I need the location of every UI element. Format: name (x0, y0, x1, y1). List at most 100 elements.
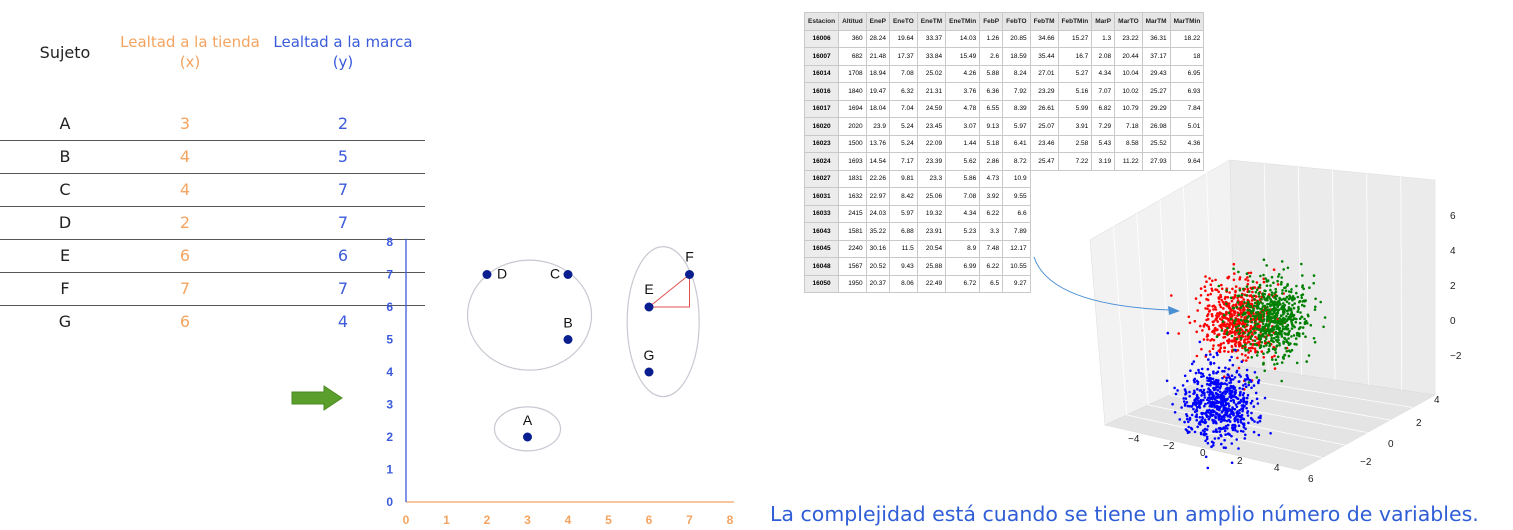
data-point (1229, 296, 1233, 300)
data-point (1243, 308, 1246, 311)
data-point (1200, 375, 1203, 378)
data-point (1300, 303, 1304, 307)
data-point (1234, 428, 1237, 432)
data-point (1206, 313, 1210, 316)
data-point (1237, 424, 1241, 428)
data-point (1241, 325, 1245, 328)
data-point (1258, 324, 1262, 327)
data-point (1210, 414, 1214, 418)
data-point (1192, 379, 1196, 382)
data-point (1190, 427, 1194, 431)
data-point (1246, 374, 1249, 378)
data-point (1290, 335, 1293, 338)
table-row: 16016 1840 19.47 6.32 21.31 3.76 6.36 7.92 23.29… (803, 82, 1205, 101)
data-point (1236, 349, 1240, 352)
table-cell: 6.41 (1002, 134, 1031, 153)
data-point (1269, 288, 1272, 292)
table-cell: 5.18 (979, 134, 1004, 153)
data-point (1233, 391, 1237, 395)
data-point (1303, 317, 1306, 321)
data-point (1218, 303, 1222, 306)
data-point (1286, 312, 1290, 315)
data-point (1262, 318, 1266, 321)
data-point (1252, 430, 1256, 434)
data-point (1255, 288, 1259, 291)
table-cell: 5.86 (945, 169, 981, 188)
y-tick-label: 7 (386, 268, 393, 282)
data-point (1227, 302, 1231, 305)
data-point (1265, 344, 1268, 347)
table-row: 16050 1950 20.37 8.06 22.49 6.72 6.5 9.27 (803, 274, 1204, 293)
data-point (1257, 306, 1260, 309)
data-point (1254, 349, 1257, 353)
data-point (1240, 353, 1244, 356)
data-point (1269, 316, 1273, 319)
data-point (1256, 351, 1259, 354)
table-cell: 8.72 (1002, 152, 1031, 171)
x-tick-label: 0 (403, 513, 410, 527)
x-tick-label: 6 (1308, 474, 1314, 485)
data-point (1254, 295, 1258, 298)
data-point (1243, 339, 1246, 342)
table-cell: 10.79 (1114, 99, 1143, 118)
y-tick-label: 3 (386, 398, 393, 412)
data-point (1287, 317, 1291, 320)
data-point (1194, 371, 1198, 375)
table-cell: 7.18 (1114, 117, 1143, 136)
table-cell: 1693 (838, 152, 867, 171)
data-point (1307, 354, 1311, 357)
data-point (1246, 410, 1250, 413)
data-point (1313, 340, 1317, 344)
data-point (1252, 405, 1256, 408)
table-cell: 28.24 (865, 29, 890, 48)
data-point (1273, 303, 1277, 307)
data-point (1313, 308, 1317, 311)
data-point (1260, 341, 1264, 344)
data-point (1212, 441, 1215, 445)
cell-x: 4 (179, 147, 191, 166)
data-point (1203, 404, 1206, 408)
cell-y: 7 (337, 213, 349, 232)
y-tick-label: 2 (386, 430, 393, 444)
data-point (1298, 321, 1302, 325)
table-cell: 27.93 (1141, 152, 1171, 171)
data-point (1284, 346, 1287, 350)
table-cell: 360 (838, 29, 867, 48)
data-point (1235, 405, 1239, 409)
data-point (1280, 318, 1283, 322)
data-point (1196, 380, 1200, 384)
data-point (1238, 288, 1242, 292)
data-point (1256, 310, 1260, 314)
data-point (1270, 299, 1273, 303)
data-point (1256, 380, 1260, 384)
data-point (1180, 406, 1183, 409)
table-cell: 6.6 (1002, 204, 1031, 223)
data-point (1227, 407, 1230, 410)
data-point (1246, 287, 1250, 291)
point-label: D (497, 266, 507, 282)
data-point (1188, 390, 1191, 394)
data-point (1234, 395, 1238, 399)
table-cell: 6.72 (945, 274, 981, 293)
data-point (1246, 338, 1249, 341)
data-point (1237, 366, 1241, 370)
data-point (1255, 343, 1259, 347)
data-point (1269, 432, 1272, 435)
data-point (1211, 347, 1215, 350)
data-point (1240, 413, 1244, 417)
data-point (1231, 363, 1235, 367)
data-point (1218, 390, 1222, 394)
data-point (1238, 411, 1241, 415)
data-point (1262, 326, 1266, 330)
data-point (1263, 342, 1267, 345)
data-point (1258, 346, 1262, 349)
data-point (1246, 276, 1249, 279)
table-cell: 9.64 (1169, 152, 1205, 171)
data-point (1184, 393, 1187, 396)
y-tick-label: 1 (386, 463, 393, 477)
data-point (1241, 387, 1244, 391)
data-point (1228, 376, 1231, 380)
data-point (1245, 319, 1249, 323)
table-cell: 8.06 (888, 274, 918, 293)
data-point (1275, 324, 1278, 327)
